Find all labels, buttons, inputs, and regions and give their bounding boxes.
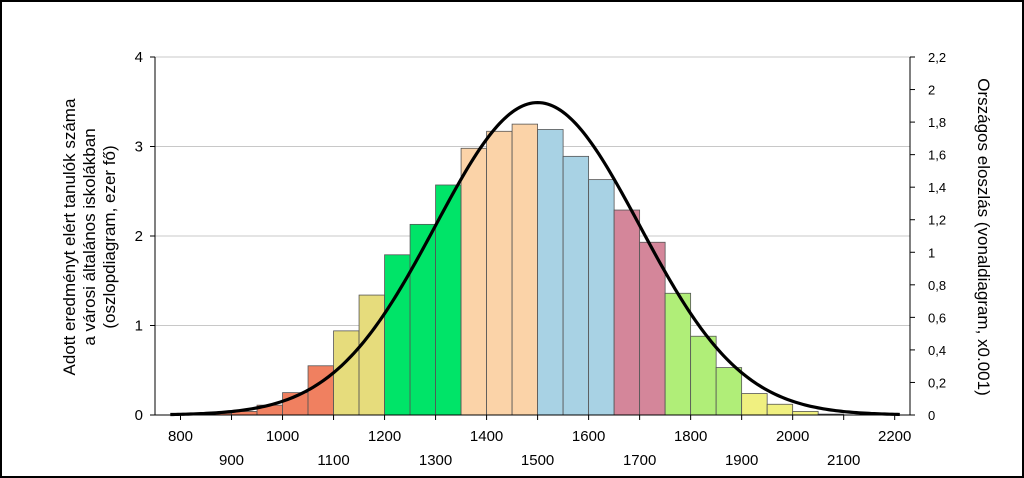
right-tick-label: 0,8 [928,278,946,293]
left-y-tick-labels: 0 1 2 3 4 [135,49,155,424]
bar [613,209,641,416]
bar [307,365,334,416]
bar [766,403,794,416]
right-tick-label: 0,6 [928,310,946,325]
right-tick-label: 2,2 [928,50,946,65]
right-tick-label: 0,4 [928,343,946,358]
bar [741,393,768,416]
left-tick-label: 4 [135,49,143,66]
x-tick-label-upper: 1200 [368,428,401,445]
left-tick-label: 1 [135,318,143,335]
right-y-tick-labels: 0 0,2 0,4 0,6 0,8 1 1,2 1,4 1,6 1,8 2 2,2 [910,50,946,423]
x-tick-label-upper: 1000 [266,428,299,445]
bar [435,184,462,416]
left-y-axis-label-line-3: (oszlopdiagram, ezer fő) [100,145,119,328]
right-tick-label: 1 [928,245,935,260]
x-tick-label-lower: 1700 [623,452,656,469]
x-tick-label-lower: 900 [219,452,244,469]
left-tick-label: 2 [135,228,143,245]
x-tick-label-upper: 1800 [674,428,707,445]
bar [690,335,717,416]
left-tick-label: 0 [135,407,143,424]
x-tick-label-upper: 2200 [878,428,911,445]
bar [639,241,666,416]
x-tick-label-upper: 800 [168,428,193,445]
x-tick-labels: 800 1000 1200 1400 1600 1800 2000 2200 900 1100 13… [168,415,911,469]
x-tick-label-lower: 2100 [827,452,860,469]
distribution-curve [170,100,900,417]
bar [792,411,819,416]
right-tick-label: 1,6 [928,148,946,163]
bar [333,330,360,416]
left-y-axis-label-line-2: a városi általános iskolákban [80,128,99,345]
x-tick-label-upper: 2000 [776,428,809,445]
bar [664,292,692,416]
bar [715,367,743,416]
x-tick-label-upper: 1400 [470,428,503,445]
distribution-line [170,100,900,417]
right-y-axis-label: Országos eloszlás (vonaldiagram, x0.001) [974,78,993,395]
right-tick-label: 0 [928,408,935,423]
bar [562,155,590,416]
bar [537,129,564,416]
x-tick-label-upper: 1600 [572,428,605,445]
x-tick-label-lower: 1900 [725,452,758,469]
bar [588,179,615,416]
bar [409,223,436,416]
left-y-axis-label-line-1: Adott eredményt elért tanulók száma [60,98,79,375]
right-tick-label: 0,2 [928,375,946,390]
bar-series [180,123,845,416]
bar [511,123,539,416]
right-tick-label: 1,8 [928,115,946,130]
x-tick-label-lower: 1500 [521,452,554,469]
right-tick-label: 1,2 [928,213,946,228]
right-tick-label: 2 [928,83,935,98]
right-tick-label: 1,4 [928,180,946,195]
bar [460,147,487,416]
x-tick-label-lower: 1100 [317,452,349,469]
left-tick-label: 3 [135,139,143,156]
x-tick-label-lower: 1300 [419,452,452,469]
bar [358,294,385,416]
bar [486,130,513,416]
